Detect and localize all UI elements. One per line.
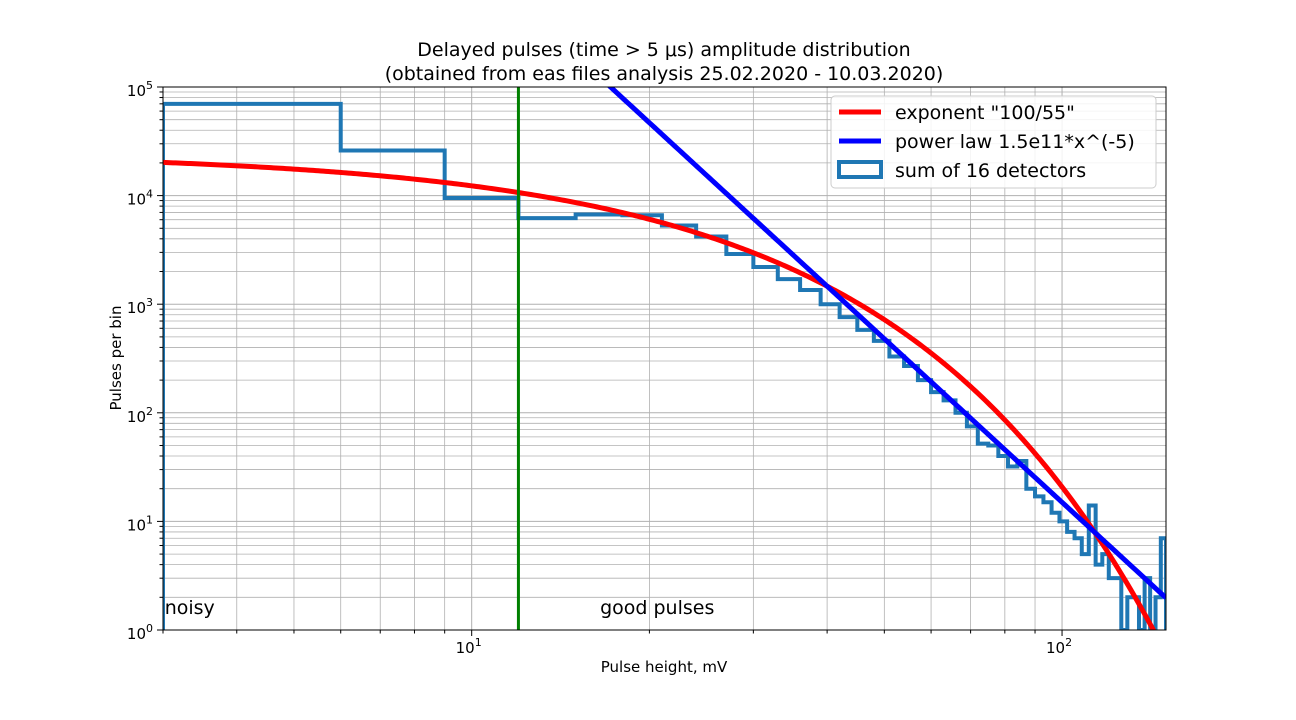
series [163,87,1166,630]
y-tick-label: 104 [127,188,153,209]
legend-frame [830,95,1157,189]
chart-title-line2: (obtained from eas files analysis 25.02.… [385,63,944,85]
legend-swatch-histogram [837,160,883,179]
legend-label-histogram: sum of 16 detectors [895,160,1086,182]
chart-title-line1: Delayed pulses (time > 5 μs) amplitude d… [417,39,910,61]
power-law-curve [606,87,1166,600]
y-tick-label: 100 [127,622,153,643]
x-tick-label: 102 [1046,636,1072,657]
ticks: 101 102 100 101 102 103 104 105 [127,79,1072,657]
plot-frame [162,86,1167,631]
legend: exponent "100/55" power law 1.5e11*x^(-5… [830,95,1157,189]
annotations: noisy good pulses [165,597,715,619]
x-axis-label: Pulse height, mV [601,658,728,676]
y-tick-label: 101 [127,513,153,534]
x-tick-label: 101 [456,636,482,657]
legend-label-power-law: power law 1.5e11*x^(-5) [895,131,1135,153]
histogram-sum-16-detectors [163,101,1166,630]
annotation: good pulses [600,597,714,619]
y-tick-label: 105 [127,79,153,100]
y-axis-label: Pulses per bin [107,306,125,411]
legend-label-exponent: exponent "100/55" [895,102,1075,124]
exponent-curve [163,159,1157,630]
y-tick-label: 103 [127,296,153,317]
annotation: noisy [165,597,215,619]
y-tick-label: 102 [127,405,153,426]
